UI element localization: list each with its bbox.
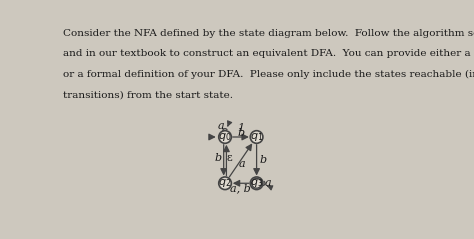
Text: or a formal definition of your DFA.  Please only include the states reachable (i: or a formal definition of your DFA. Plea…: [63, 70, 474, 79]
Text: a, b: a, b: [230, 184, 251, 194]
Circle shape: [250, 131, 263, 143]
Text: $q_2$: $q_2$: [219, 177, 232, 189]
Text: $q_3$: $q_3$: [250, 177, 263, 189]
Text: b: b: [259, 155, 266, 165]
Text: ε: ε: [227, 153, 232, 163]
Circle shape: [219, 131, 231, 143]
Text: b: b: [215, 153, 222, 163]
Text: a: a: [238, 159, 245, 169]
Text: 1: 1: [237, 123, 245, 133]
Text: $q_0$: $q_0$: [219, 131, 232, 143]
Text: b: b: [237, 128, 245, 138]
Text: $q_1$: $q_1$: [250, 131, 263, 143]
Text: Consider the NFA defined by the state diagram below.  Follow the algorithm seen : Consider the NFA defined by the state di…: [63, 29, 474, 38]
Circle shape: [219, 177, 231, 190]
Circle shape: [250, 177, 263, 190]
Text: a: a: [218, 121, 224, 131]
Text: transitions) from the start state.: transitions) from the start state.: [63, 90, 233, 99]
Text: and in our textbook to construct an equivalent DFA.  You can provide either a st: and in our textbook to construct an equi…: [63, 49, 474, 58]
Text: a: a: [265, 178, 272, 188]
